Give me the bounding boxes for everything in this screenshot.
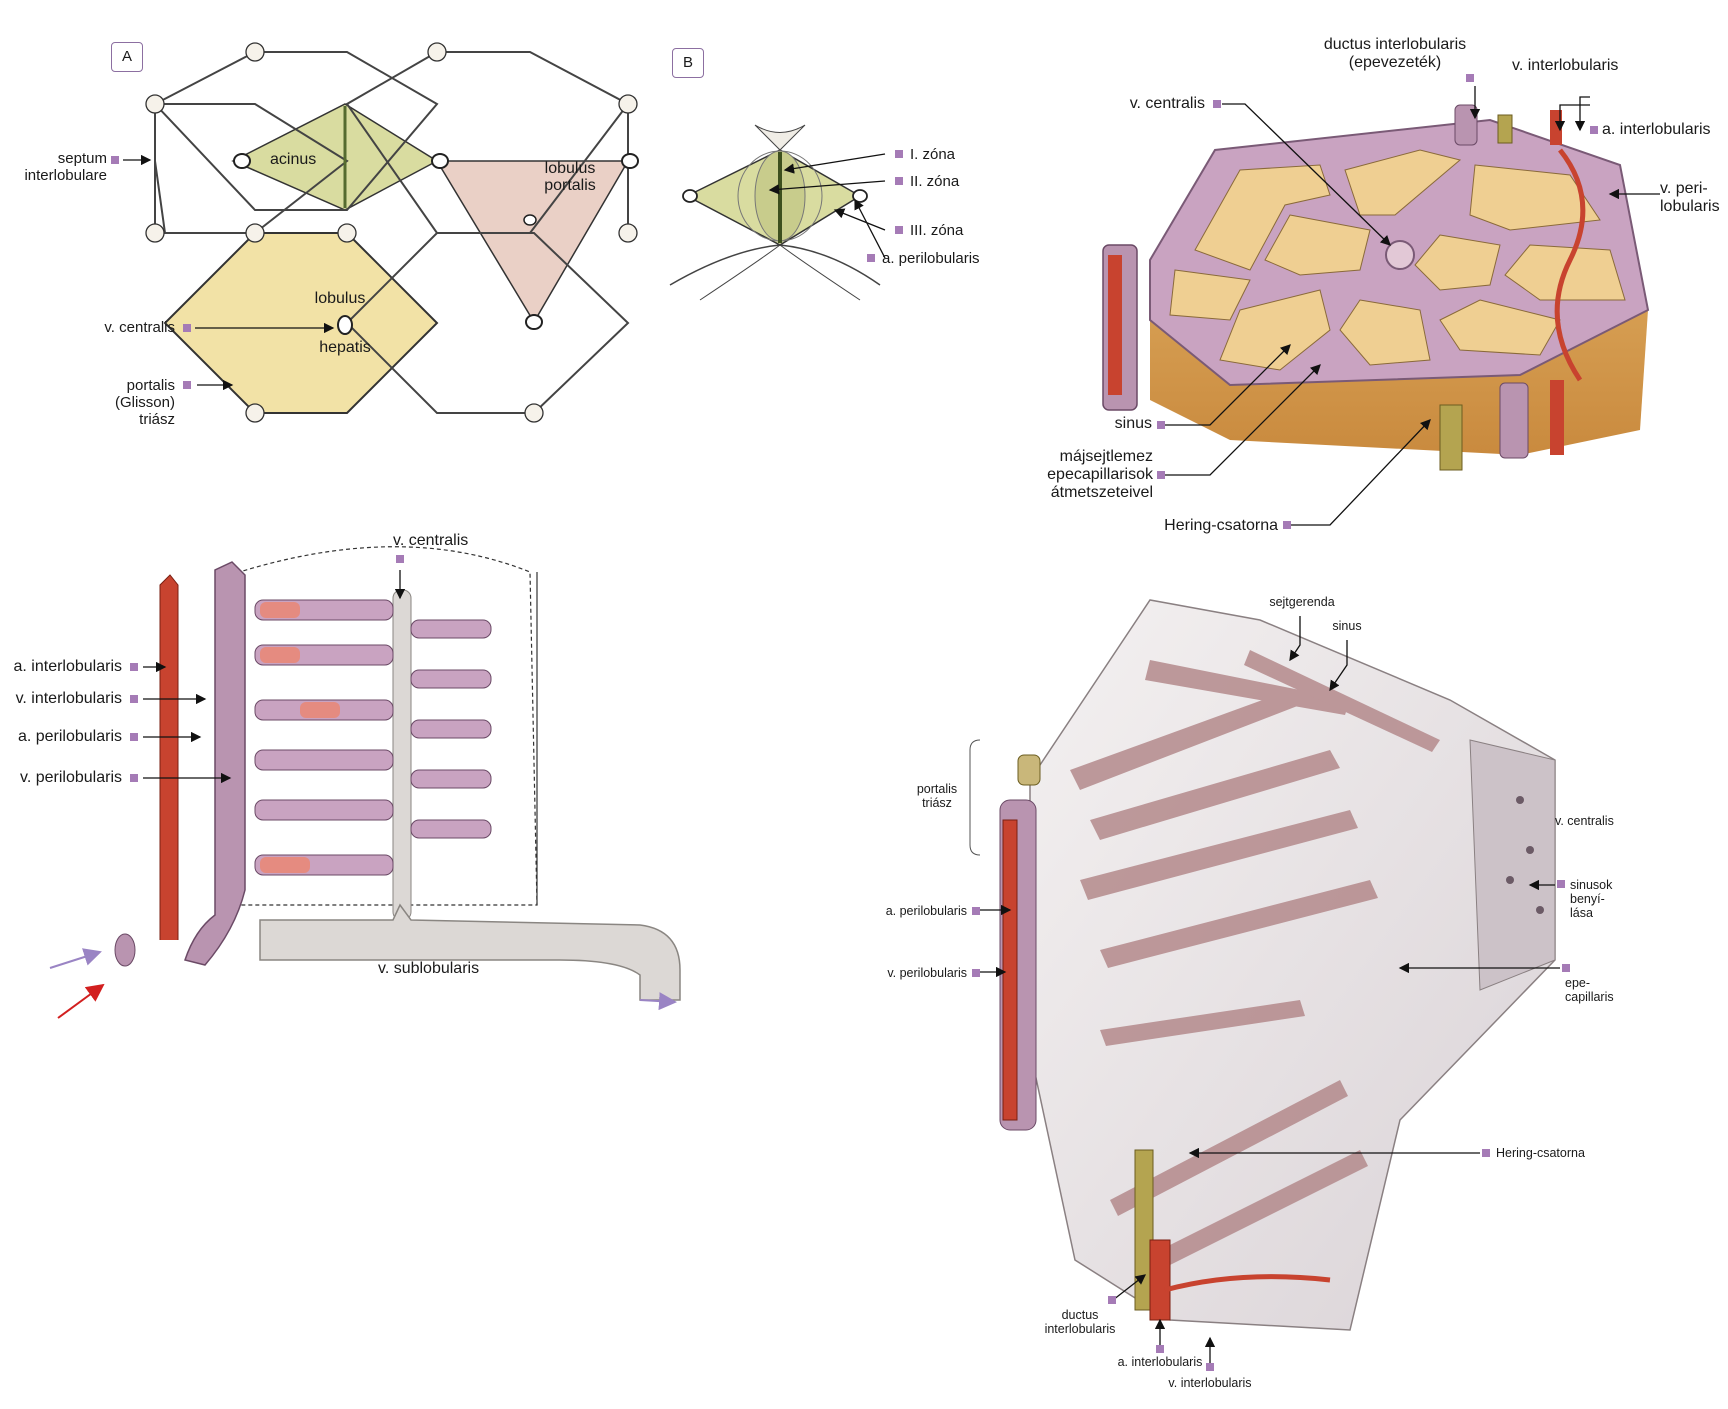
- label-marker: [183, 324, 191, 332]
- vessel-branching-diagram: [49, 546, 681, 1019]
- label-ductus-interlobularis-block: ductus interlobularis: [1044, 1308, 1116, 1336]
- label-sinusok-benyilasa: sinusok benyí- lása: [1570, 878, 1613, 920]
- label-marker: [972, 907, 980, 915]
- label-marker: [895, 226, 903, 234]
- panel-b-acinus-zones: [669, 124, 881, 301]
- label-marker: [130, 695, 138, 703]
- label-marker: [1283, 521, 1291, 529]
- label-v-centralis-disc: v. centralis: [1129, 95, 1205, 112]
- label-a-perilobularis-block: a. perilobularis: [885, 904, 967, 918]
- label-marker: [1590, 126, 1598, 134]
- label-marker: [111, 156, 119, 164]
- label-a-perilobularis-vessel: a. perilobularis: [17, 728, 122, 745]
- label-zone-1: I. zóna: [910, 146, 956, 163]
- label-v-interlobularis-vessel: v. interlobularis: [15, 690, 122, 707]
- label-marker: [972, 969, 980, 977]
- disc-central-vein-icon: [1385, 240, 1415, 270]
- label-v-perilobularis-disc: v. peri- lobularis: [1660, 180, 1720, 215]
- label-portalis-triad: portalis (Glisson) triász: [114, 377, 175, 428]
- label-majsejtlemez: májsejtlemez epecapillarisok átmetszetei…: [1047, 448, 1153, 501]
- label-v-perilobularis-vessel: v. perilobularis: [20, 769, 122, 786]
- lobulus-portalis-triangle: [435, 160, 630, 324]
- label-marker: [1562, 964, 1570, 972]
- acinus-diamond: [231, 103, 439, 211]
- label-marker: [1206, 1363, 1214, 1371]
- label-v-interlobularis-disc: v. interlobularis: [1512, 57, 1619, 74]
- label-hepatis: hepatis: [319, 339, 371, 356]
- label-marker: [1156, 1345, 1164, 1353]
- label-sejtgerenda: sejtgerenda: [1269, 595, 1335, 609]
- label-marker: [130, 733, 138, 741]
- label-marker: [895, 150, 903, 158]
- label-acinus: acinus: [270, 151, 317, 168]
- label-hering-block: Hering-csatorna: [1496, 1146, 1585, 1160]
- label-v-centralis-block: v. centralis: [1555, 814, 1614, 828]
- label-marker: [1157, 421, 1165, 429]
- label-marker: [396, 555, 404, 563]
- label-v-sublobularis: v. sublobularis: [378, 960, 480, 977]
- label-v-interlobularis-block: v. interlobularis: [1168, 1376, 1252, 1390]
- portal-triad-icons: [145, 42, 638, 423]
- label-v-centralis-vessel: v. centralis: [393, 532, 469, 549]
- label-sinus-block: sinus: [1332, 619, 1362, 633]
- label-ductus-interlobularis: ductus interlobularis (epevezeték): [1323, 36, 1467, 71]
- label-zone-2: II. zóna: [910, 173, 960, 190]
- label-zone-3: III. zóna: [910, 222, 964, 239]
- label-a-interlobularis-block: a. interlobularis: [1117, 1355, 1203, 1369]
- label-marker: [183, 381, 191, 389]
- label-marker: [130, 774, 138, 782]
- label-a-interlobularis-vessel: a. interlobularis: [13, 658, 123, 675]
- label-sinus-disc: sinus: [1114, 415, 1152, 432]
- label-marker: [1482, 1149, 1490, 1157]
- panel-a-hexagon-grid: [145, 42, 639, 423]
- lobule-disc-diagram: [1102, 104, 1650, 471]
- label-marker: [1557, 880, 1565, 888]
- label-marker: [1466, 74, 1474, 82]
- leader-lines: [123, 86, 1660, 1363]
- label-marker: [130, 663, 138, 671]
- lobulus-hepatis-hexagon: [163, 232, 439, 414]
- label-septum-interlobulare: septum interlobulare: [24, 150, 107, 184]
- label-marker: [1213, 100, 1221, 108]
- label-marker: [1157, 471, 1165, 479]
- label-a-interlobularis-disc: a. interlobularis: [1602, 121, 1711, 138]
- label-marker: [1108, 1296, 1116, 1304]
- label-marker: [895, 177, 903, 185]
- central-vein-icon: [337, 315, 353, 335]
- panel-b-tag: B: [672, 48, 704, 78]
- label-marker: [867, 254, 875, 262]
- label-v-centralis-a: v. centralis: [104, 319, 175, 336]
- label-lobulus-portalis: lobulus portalis: [544, 160, 596, 194]
- label-lobulus: lobulus: [314, 290, 366, 307]
- label-a-perilobularis-b: a. perilobularis: [882, 250, 980, 267]
- label-hering-disc: Hering-csatorna: [1164, 517, 1278, 534]
- label-portalis-triasz-block: portalis triász: [916, 782, 958, 810]
- label-epecapillaris: epe- capillaris: [1565, 976, 1614, 1004]
- lobule-block-diagram: [999, 599, 1556, 1331]
- panel-a-tag: A: [111, 42, 143, 72]
- label-v-perilobularis-block: v. perilobularis: [887, 966, 967, 980]
